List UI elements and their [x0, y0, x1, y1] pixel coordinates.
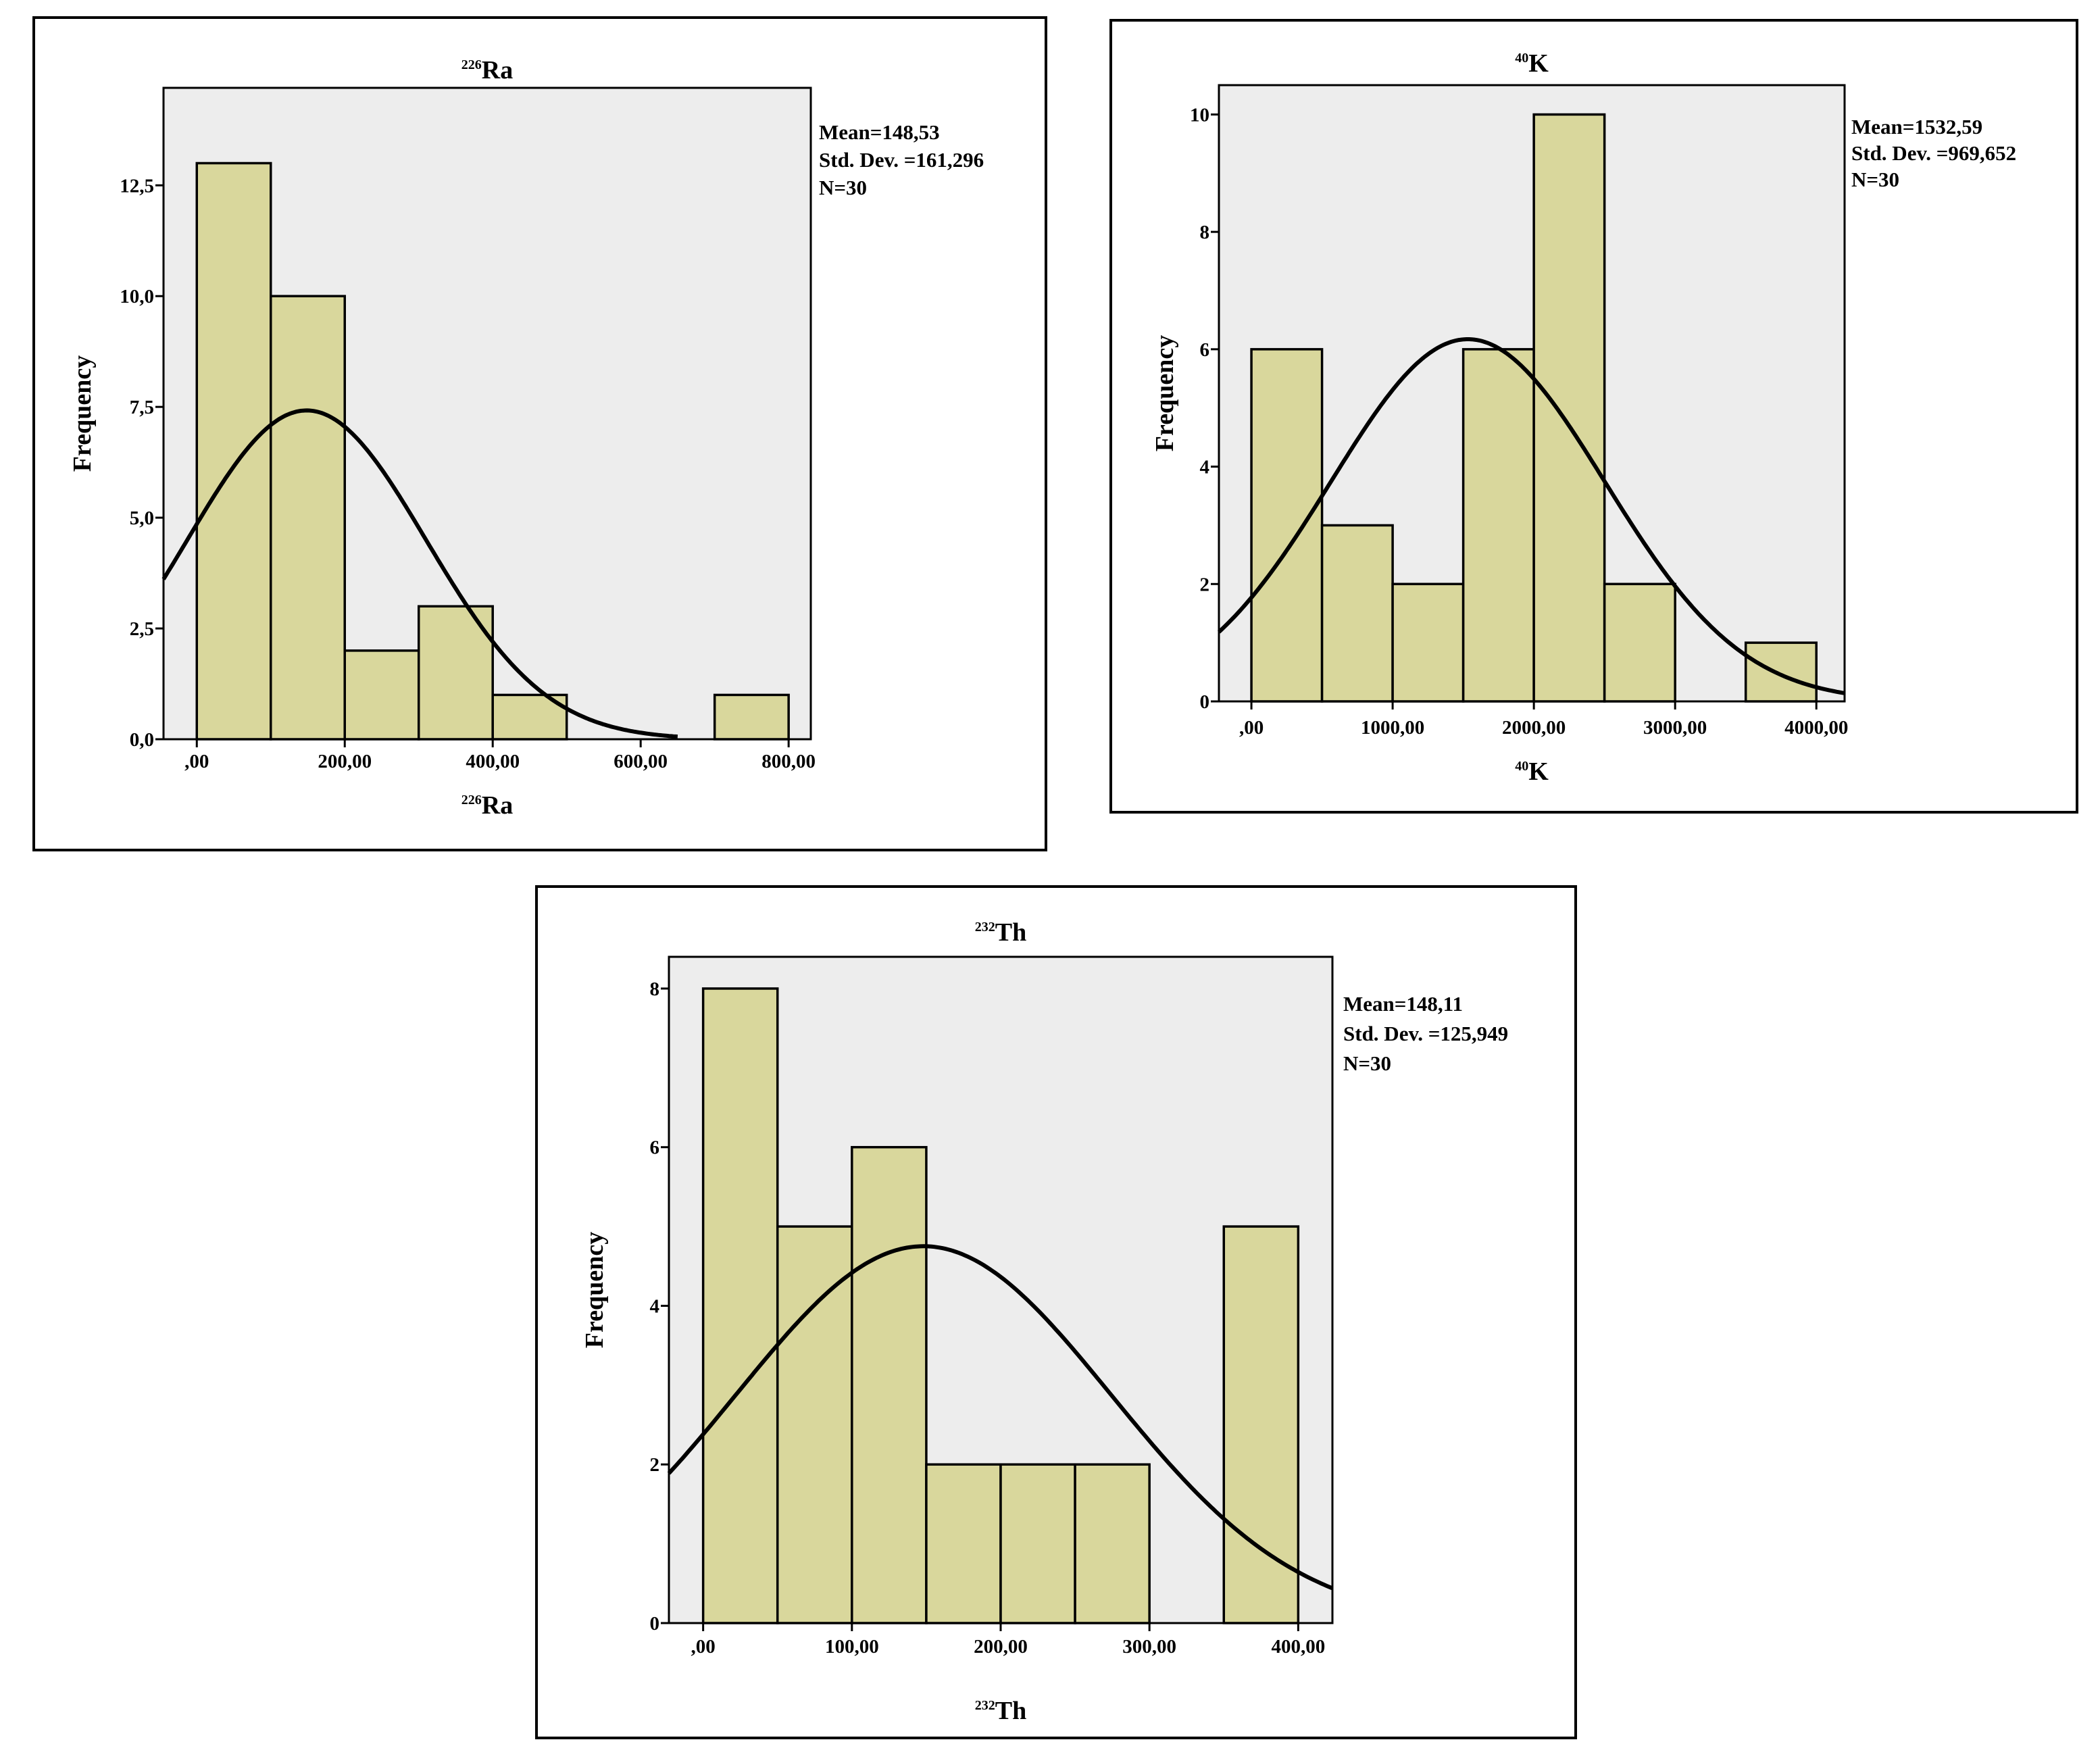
y-tick-label: 8 — [1200, 222, 1210, 243]
x-axis-label: 40K — [1515, 757, 1549, 786]
chart-title: 40K — [1515, 49, 1549, 78]
x-tick-label: 4000,00 — [1784, 717, 1848, 739]
x-tick-label: ,00 — [1239, 717, 1264, 739]
normal-curve — [161, 408, 678, 739]
y-tick-label: 0 — [1200, 691, 1210, 713]
y-tick-label: 0 — [650, 1613, 660, 1635]
histogram-panel-th: 0 2 4 6 8,00 100,00 200,00 300,00 400,00 232Th 232… — [535, 885, 1577, 1739]
histogram-bar — [1461, 348, 1535, 703]
y-tick-label: 6 — [1200, 339, 1210, 361]
histogram-bar — [1320, 524, 1394, 703]
histogram-ra: 0,0 2,5 5,0 7,5 10,0 12,5 ,00 200,00 400,00 600,0… — [68, 56, 984, 820]
x-tick-label: 400,00 — [466, 751, 520, 772]
y-tick-label: 7,5 — [130, 397, 154, 418]
stats-line: Mean=1532,59 — [1851, 115, 1982, 139]
stats-line: Std. Dev. =161,296 — [819, 148, 984, 172]
histogram-panel-k: 0 2 4 6 8 10 ,00 1000,00 2000,00 3000,00 4000,00 40… — [1109, 19, 2078, 814]
y-tick-label: 5,0 — [130, 507, 154, 529]
y-tick-label: 6 — [650, 1137, 660, 1159]
x-tick-label: 800,00 — [761, 751, 816, 772]
stats-line: Std. Dev. =969,652 — [1851, 141, 2016, 165]
chart-title-isotope-number: 226 — [461, 57, 482, 72]
x-tick-label: 2000,00 — [1502, 717, 1566, 739]
chart-title-isotope-number: 232 — [975, 920, 995, 935]
stats-line: Std. Dev. =125,949 — [1343, 1022, 1508, 1045]
chart-title-isotope-number: 40 — [1515, 51, 1528, 66]
histogram-panel-ra: 0,0 2,5 5,0 7,5 10,0 12,5 ,00 200,00 400,00 600,0… — [32, 16, 1047, 851]
x-tick-label: 600,00 — [614, 751, 668, 772]
histogram-bar — [270, 295, 346, 741]
y-tick-label: 10,0 — [120, 286, 154, 307]
histogram-bar — [776, 1225, 853, 1624]
x-tick-label: 1000,00 — [1361, 717, 1424, 739]
chart-title: 232Th — [975, 918, 1026, 947]
y-axis-label: Frequency — [1151, 335, 1179, 451]
chart-title-element: Ra — [482, 56, 513, 84]
y-tick-label: 2 — [1200, 574, 1210, 595]
y-tick-label: 2 — [650, 1454, 660, 1476]
histogram-bar — [851, 1145, 928, 1624]
x-tick-label: ,00 — [184, 751, 209, 772]
x-tick-label: 3000,00 — [1643, 717, 1707, 739]
histogram-bar — [1532, 113, 1606, 703]
y-tick-label: 10 — [1190, 104, 1209, 126]
histogram-bar — [1074, 1463, 1151, 1624]
normal-curve — [1217, 337, 1845, 695]
y-axis-label: Frequency — [580, 1232, 609, 1348]
y-tick-label: 12,5 — [120, 175, 154, 197]
x-tick-label: 300,00 — [1122, 1636, 1176, 1658]
stats-line: Mean=148,53 — [819, 120, 940, 144]
y-tick-label: 2,5 — [130, 618, 154, 640]
x-axis-label: 226Ra — [461, 791, 513, 820]
x-axis-label: 232Th — [975, 1697, 1026, 1725]
histogram-bar — [1603, 582, 1676, 703]
y-axis-label: Frequency — [68, 355, 97, 472]
x-axis-label-isotope-number: 232 — [975, 1698, 995, 1713]
stats-line: N=30 — [1343, 1051, 1391, 1075]
x-axis-label-isotope-number: 40 — [1515, 759, 1528, 774]
histogram-bar — [701, 987, 779, 1624]
chart-title-element: Th — [995, 918, 1026, 947]
x-tick-label: 100,00 — [825, 1636, 879, 1658]
histogram-bar — [195, 161, 272, 741]
histogram-bar — [999, 1463, 1076, 1624]
x-axis-label-element: K — [1528, 757, 1549, 786]
x-axis-label-element: Th — [995, 1697, 1026, 1725]
histogram-bar — [1250, 348, 1324, 703]
x-tick-label: 200,00 — [318, 751, 372, 772]
histogram-bar — [925, 1463, 1002, 1624]
x-tick-label: 400,00 — [1271, 1636, 1325, 1658]
y-tick-label: 0,0 — [130, 729, 154, 751]
histogram-bar — [343, 649, 420, 741]
y-tick-label: 4 — [1200, 457, 1210, 478]
normal-curve — [667, 1244, 1334, 1591]
histogram-bar — [713, 693, 790, 741]
stats-line: Mean=148,11 — [1343, 992, 1463, 1016]
histogram-bar — [1391, 582, 1465, 703]
stats-line: N=30 — [1851, 168, 1899, 191]
histogram-k: 0 2 4 6 8 10 ,00 1000,00 2000,00 3000,00 4000,00 40… — [1151, 49, 2016, 786]
stats-line: N=30 — [819, 176, 867, 199]
y-tick-label: 8 — [650, 978, 660, 1000]
y-tick-label: 4 — [650, 1295, 660, 1317]
chart-title-element: K — [1528, 49, 1549, 78]
x-tick-label: 200,00 — [974, 1636, 1028, 1658]
x-axis-label-element: Ra — [482, 791, 513, 820]
chart-title: 226Ra — [461, 56, 513, 84]
x-axis-label-isotope-number: 226 — [461, 793, 482, 807]
x-tick-label: ,00 — [691, 1636, 716, 1658]
histogram-bar — [1222, 1225, 1300, 1624]
histogram-bar — [1744, 641, 1818, 703]
